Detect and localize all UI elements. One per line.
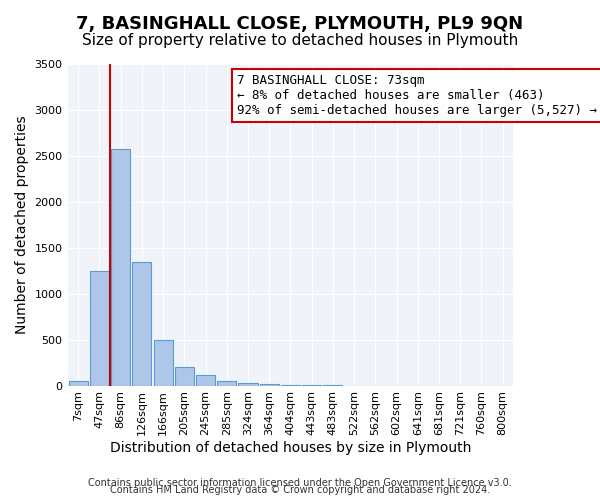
Bar xyxy=(175,367,194,386)
Text: Contains public sector information licensed under the Open Government Licence v3: Contains public sector information licen… xyxy=(88,478,512,488)
Bar xyxy=(217,381,236,386)
Bar xyxy=(196,376,215,386)
Bar xyxy=(154,340,173,386)
Text: Size of property relative to detached houses in Plymouth: Size of property relative to detached ho… xyxy=(82,32,518,48)
Text: 7 BASINGHALL CLOSE: 73sqm
← 8% of detached houses are smaller (463)
92% of semi-: 7 BASINGHALL CLOSE: 73sqm ← 8% of detach… xyxy=(237,74,597,116)
Bar xyxy=(68,381,88,386)
Bar xyxy=(90,270,109,386)
Y-axis label: Number of detached properties: Number of detached properties xyxy=(15,116,29,334)
Text: Contains HM Land Registry data © Crown copyright and database right 2024.: Contains HM Land Registry data © Crown c… xyxy=(110,485,490,495)
Bar xyxy=(111,148,130,386)
X-axis label: Distribution of detached houses by size in Plymouth: Distribution of detached houses by size … xyxy=(110,441,471,455)
Text: 7, BASINGHALL CLOSE, PLYMOUTH, PL9 9QN: 7, BASINGHALL CLOSE, PLYMOUTH, PL9 9QN xyxy=(76,15,524,33)
Bar xyxy=(260,384,279,386)
Bar xyxy=(132,262,151,386)
Bar xyxy=(238,383,257,386)
